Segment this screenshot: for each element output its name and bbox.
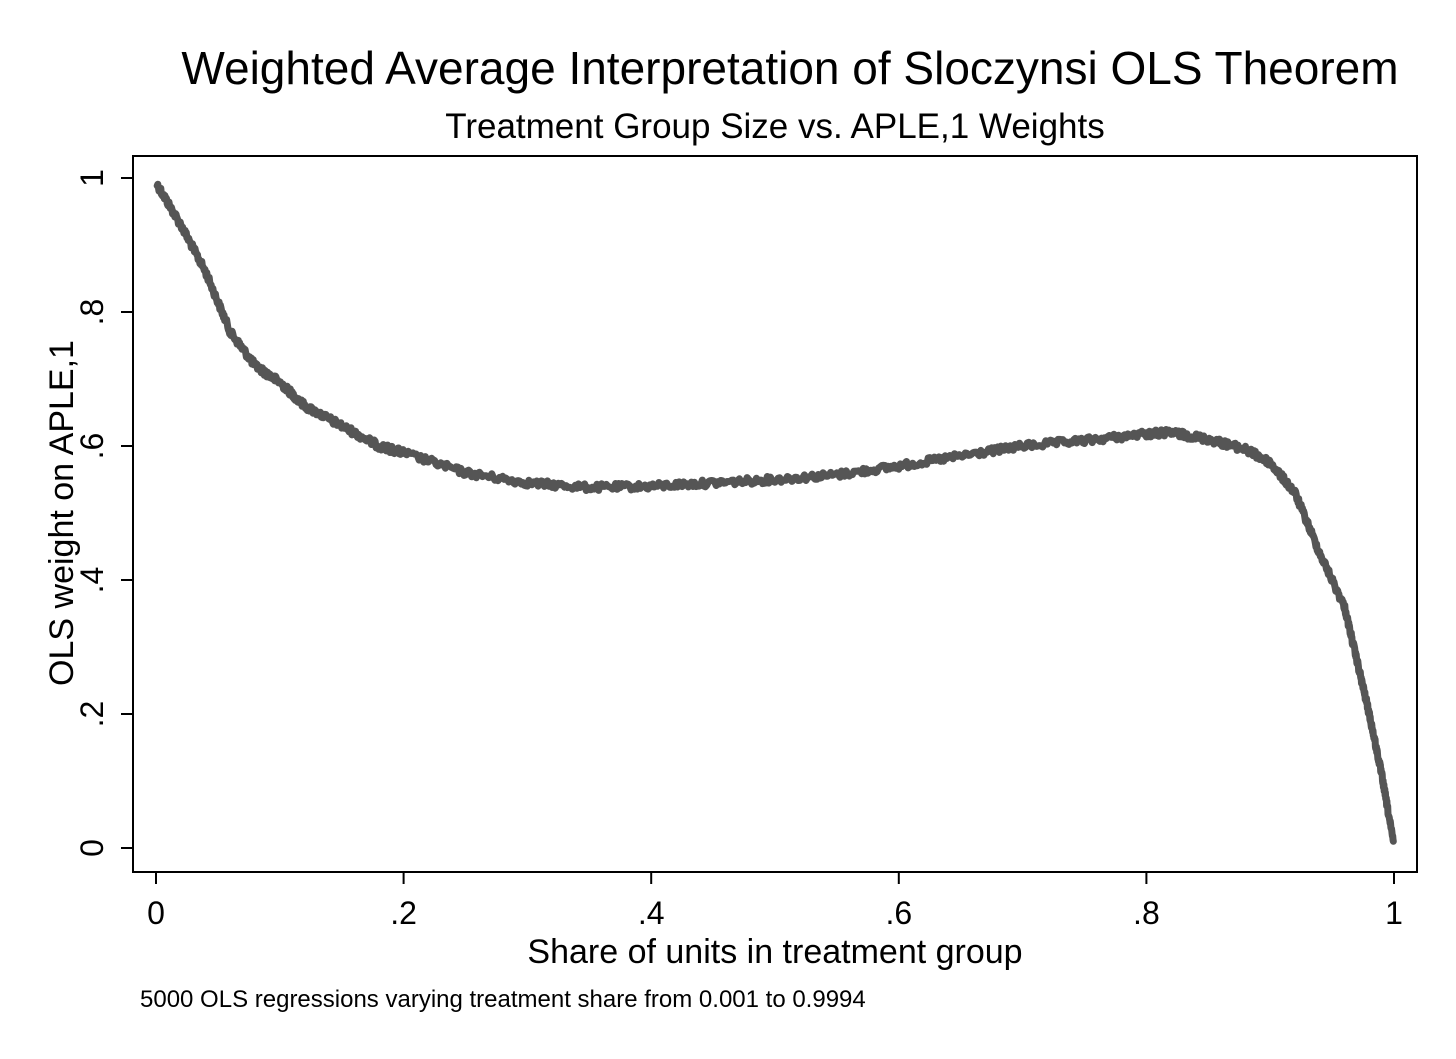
x-axis-ticks: 0 .2 .4 .6 .8 1 [147,872,1403,931]
y-tick-label: .2 [74,701,110,728]
chart-note: 5000 OLS regressions varying treatment s… [140,986,866,1013]
x-tick-label: 0 [147,895,165,931]
plot-area [132,155,1418,873]
chart-title: Weighted Average Interpretation of Slocz… [181,42,1398,94]
y-tick-label: .4 [74,567,110,594]
x-axis-label: Share of units in treatment group [527,933,1022,971]
y-tick-label: 0 [74,839,110,857]
y-tick-label: .6 [74,433,110,460]
x-tick-label: .4 [638,895,665,931]
y-axis-ticks: 0 .2 .4 .6 .8 1 [74,169,133,857]
y-tick-label: .8 [74,299,110,326]
x-tick-label: .6 [885,895,912,931]
x-tick-label: .8 [1133,895,1160,931]
y-tick-label: 1 [74,169,110,187]
y-axis-label: OLS weight on APLE,1 [43,340,81,686]
series-line [153,180,1397,845]
x-tick-label: 1 [1385,895,1403,931]
x-tick-label: .2 [390,895,417,931]
chart-subtitle: Treatment Group Size vs. APLE,1 Weights [445,107,1104,146]
